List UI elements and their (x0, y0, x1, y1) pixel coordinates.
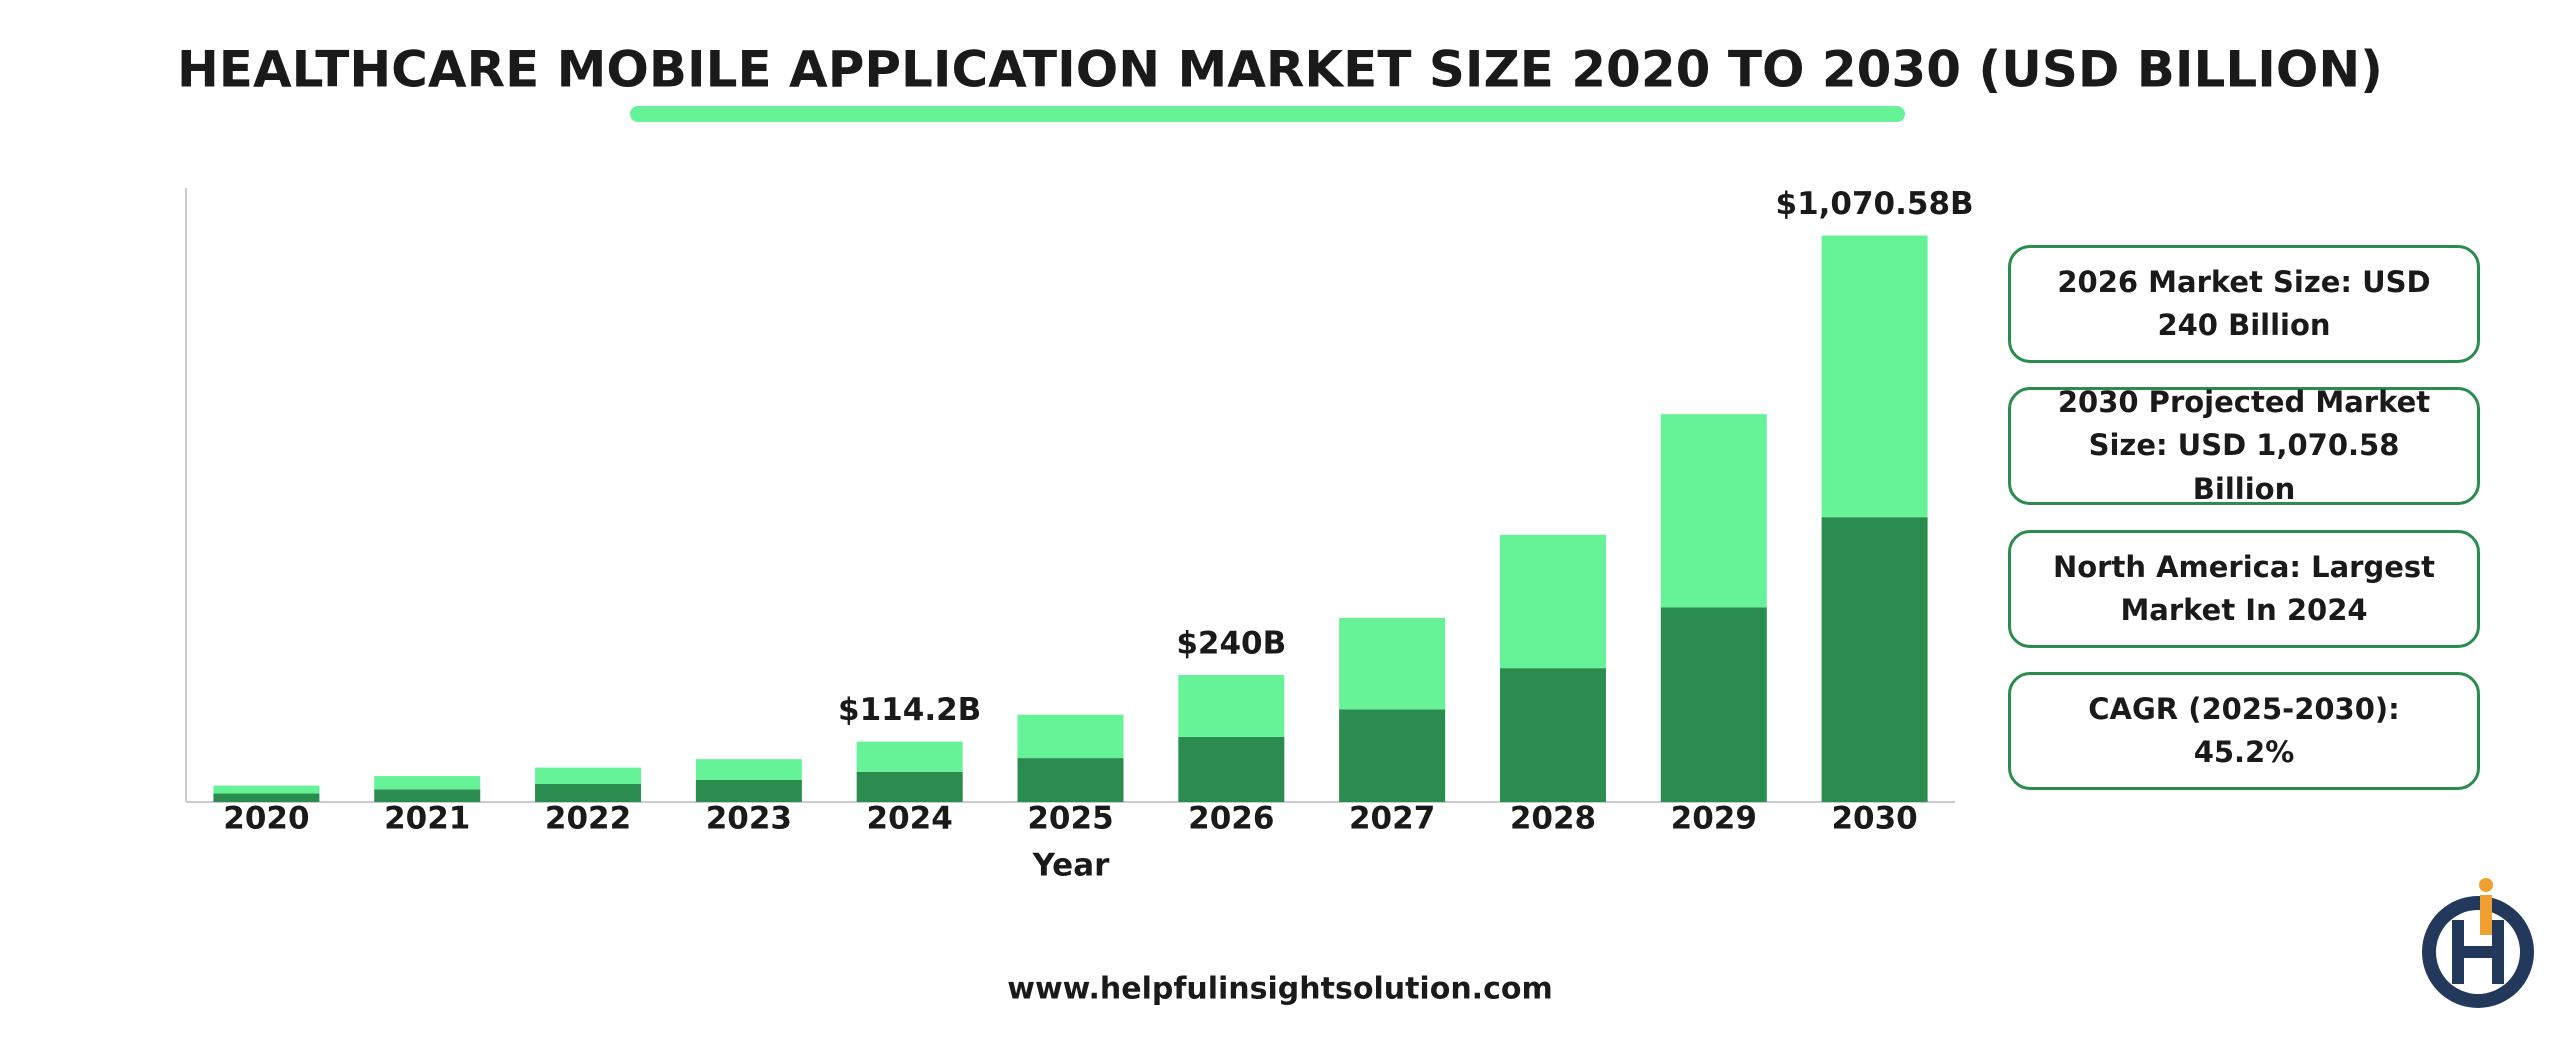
bar-segment (535, 784, 642, 802)
chart-title: HEALTHCARE MOBILE APPLICATION MARKET SIZ… (177, 41, 2383, 99)
bar-segment (213, 793, 320, 802)
bar-segment (1821, 517, 1928, 802)
x-tick-label: 2027 (1349, 801, 1435, 837)
bar-segment (213, 785, 320, 794)
logo (2422, 878, 2534, 1008)
bar-segment (374, 776, 481, 790)
bar-segment (1017, 714, 1124, 759)
x-tick-label: 2021 (384, 801, 470, 837)
x-tick-label: 2030 (1831, 801, 1917, 837)
bar-segment (1499, 668, 1606, 802)
bar-segment (374, 789, 481, 802)
highlight-box: 2030 Projected Market Size: USD 1,070.58… (2008, 385, 2480, 506)
bar-segment (1339, 617, 1446, 710)
x-tick-label: 2024 (867, 801, 953, 837)
total-label: $240B (1176, 626, 1286, 662)
footer: www.helpfulinsightsolution.com (1007, 972, 1552, 1007)
bar-segment (1821, 235, 1928, 518)
x-tick-label: 2028 (1510, 801, 1596, 837)
highlight-box: 2026 Market Size: USD 240 Billion (2008, 245, 2480, 363)
bar-segment (695, 759, 802, 780)
bar-segment (1499, 534, 1606, 669)
x-tick-label: 2029 (1671, 801, 1757, 837)
x-tick-label: 2020 (223, 801, 309, 837)
bar-segment (1178, 736, 1285, 802)
bar-segment (1339, 709, 1446, 802)
bar-segment (856, 771, 963, 802)
bar-segment (1660, 414, 1767, 608)
bar-segment (535, 767, 642, 785)
x-tick-label: 2023 (706, 801, 792, 837)
title-underline (630, 106, 1905, 122)
x-tick-label: 2022 (545, 801, 631, 837)
bar-segment (1178, 675, 1285, 737)
total-label: $114.2B (838, 692, 981, 728)
highlight-box: North America: Largest Market In 2024 (2008, 530, 2480, 648)
total-label: $1,070.58B (1776, 186, 1974, 222)
bar-segment (695, 779, 802, 802)
bar-segment (1660, 607, 1767, 802)
bar-segment (1017, 758, 1124, 802)
highlight-box: CAGR (2025-2030): 45.2% (2008, 672, 2480, 790)
x-axis-title: Year (1032, 848, 1111, 884)
x-tick-label: 2025 (1027, 801, 1113, 837)
x-tick-label: 2026 (1188, 801, 1274, 837)
bar-segment (856, 741, 963, 772)
